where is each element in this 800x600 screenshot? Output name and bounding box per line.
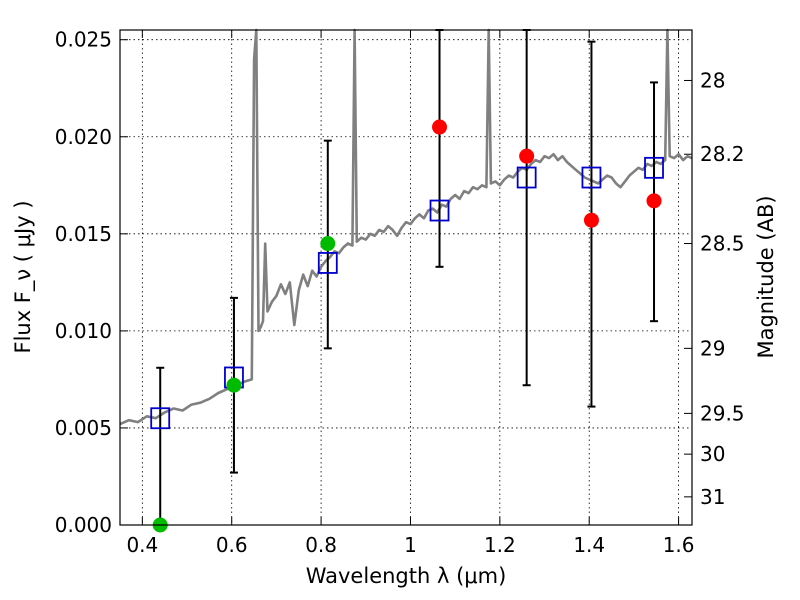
right-tick-label: 28: [700, 68, 725, 92]
right-tick-label: 29.5: [700, 401, 745, 425]
right-tick-label: 28.5: [700, 232, 745, 256]
grid-lines: [120, 30, 692, 525]
x-tick-label: 0.6: [216, 533, 248, 557]
model-box-marker: [150, 407, 171, 430]
y-tick-label: 0.010: [55, 319, 112, 343]
x-tick-label: 1.6: [663, 533, 695, 557]
right-tick-label: 30: [700, 442, 725, 466]
x-tick-label: 1.4: [573, 533, 605, 557]
x-tick-label: 1.2: [484, 533, 516, 557]
right-axis-label: Magnitude (AB): [754, 195, 778, 358]
x-tick-label: 1: [404, 533, 417, 557]
x-tick-label: 0.4: [126, 533, 158, 557]
y-tick-label: 0.020: [55, 125, 112, 149]
y-tick-label: 0.025: [55, 28, 112, 52]
observed-point-series: [152, 119, 662, 533]
right-tick-label: 29: [700, 336, 725, 360]
axis-ticks: 0.4 0.6 0.8 1 1.2 1.4 1.6 0.000 0.005 0.010 0.015 0…: [55, 28, 745, 557]
spectrum-series: [119, 28, 693, 426]
red-data-point: [583, 212, 599, 228]
red-data-point: [519, 148, 535, 164]
x-tick-label: 0.8: [305, 533, 337, 557]
model-box-marker: [644, 156, 664, 179]
red-data-point: [432, 119, 448, 135]
y-axis-label: Flux F_ν ( μJy ): [11, 200, 36, 353]
y-tick-label: 0.005: [55, 416, 112, 440]
right-tick-label: 28.2: [700, 142, 745, 166]
y-tick-label: 0.015: [55, 222, 112, 246]
right-tick-label: 31: [700, 485, 725, 509]
x-axis-label: Wavelength λ (μm): [306, 564, 507, 588]
model-box-marker: [317, 252, 338, 274]
plot-frame: [119, 29, 693, 526]
green-data-point: [320, 236, 336, 252]
green-data-point: [226, 377, 242, 393]
model-box-marker: [516, 166, 537, 189]
spectrum-line: [119, 28, 693, 426]
model-box-marker: [429, 199, 450, 222]
model-box-marker: [581, 166, 602, 189]
model-box-series: [150, 156, 664, 430]
red-data-point: [646, 193, 662, 209]
y-tick-label: 0.000: [55, 513, 112, 537]
